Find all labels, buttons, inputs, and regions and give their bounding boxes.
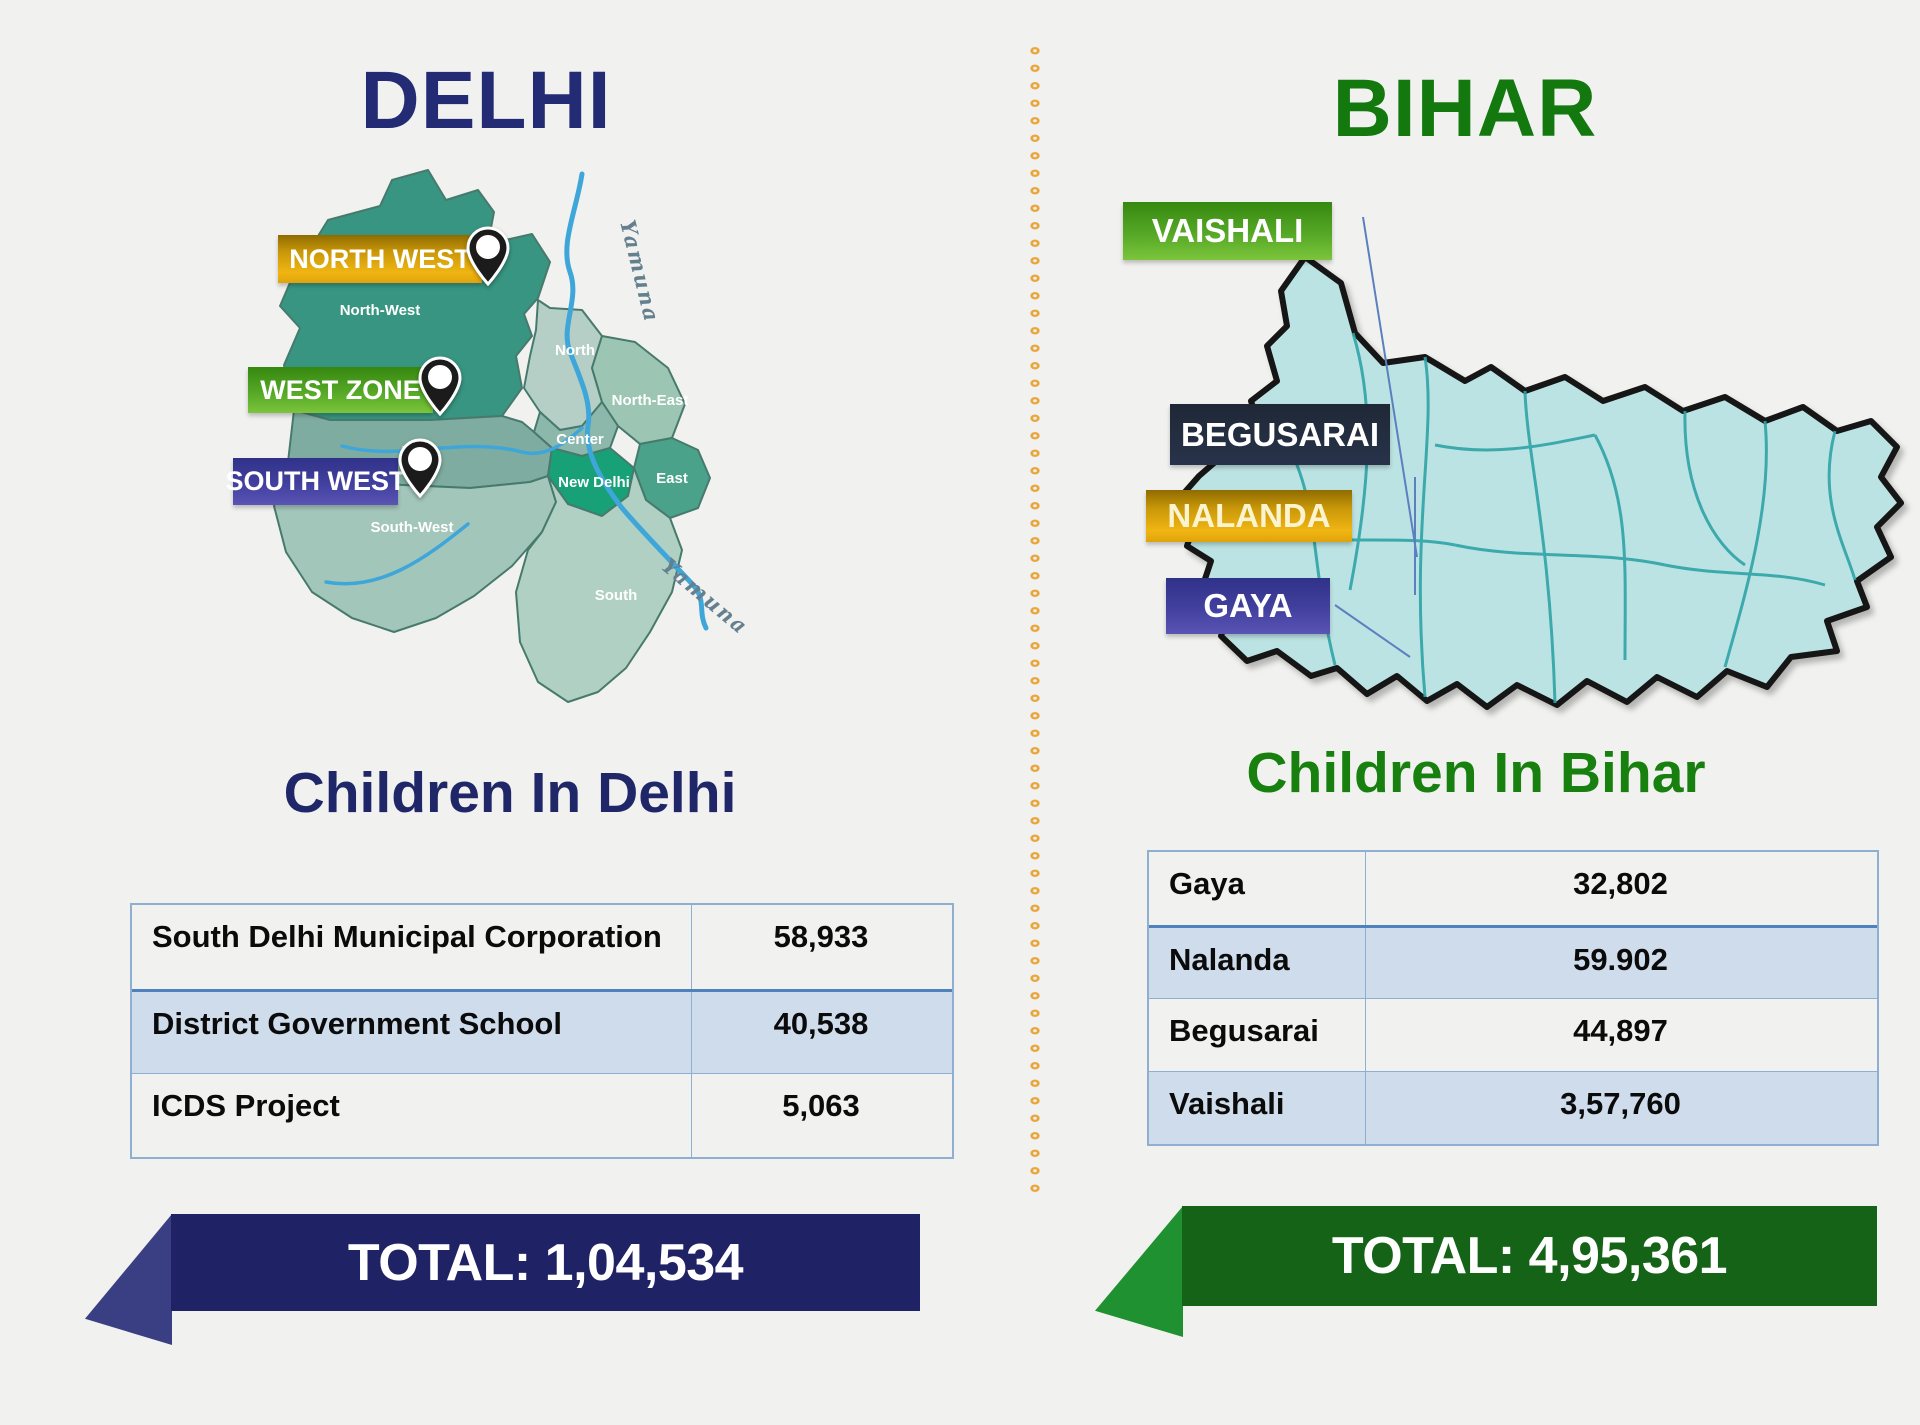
bihar-outline	[1174, 254, 1904, 710]
callout-gaya-label: GAYA	[1203, 587, 1293, 624]
table-row: Begusarai 44,897	[1149, 998, 1877, 1071]
table-row: Gaya 32,802	[1149, 852, 1877, 925]
river-label-top: Yamuna	[615, 217, 665, 325]
callout-begusarai-label: BEGUSARAI	[1180, 415, 1380, 453]
zone-center-shape	[533, 401, 619, 457]
map-pin-icon	[398, 438, 442, 498]
map-pin-icon	[466, 226, 510, 286]
zone-label-south: South	[595, 587, 638, 604]
callout-begusarai: BEGUSARAI	[1170, 404, 1390, 465]
row-value: 59.902	[1573, 942, 1668, 977]
callout-north-west-label: NORTH WEST	[289, 243, 471, 274]
bihar-heading: Children In Bihar	[1246, 741, 1706, 805]
zone-label-center: Center	[556, 431, 604, 448]
row-value: 32,802	[1573, 866, 1668, 901]
delhi-map: Yamuna Yamuna North-West North North-Eas…	[273, 169, 750, 703]
map-pin-icon	[418, 356, 462, 416]
delhi-total-banner: TOTAL: 1,04,534	[171, 1214, 920, 1311]
yamuna-river	[324, 171, 709, 631]
row-value: 58,933	[773, 919, 869, 954]
row-value: 3,57,760	[1560, 1086, 1681, 1121]
bihar-table: Gaya 32,802 Nalanda 59.902 Begusarai 44,…	[1147, 850, 1879, 1146]
callout-south-west-label: SOUTH WEST	[225, 466, 406, 496]
row-label: Gaya	[1149, 852, 1366, 925]
zone-label-new-delhi: New Delhi	[558, 474, 630, 491]
table-row: Vaishali 3,57,760	[1149, 1071, 1877, 1144]
callout-gaya: GAYA	[1166, 578, 1330, 634]
callout-west-zone-label: WEST ZONE	[260, 374, 421, 405]
callout-nalanda-label: NALANDA	[1167, 497, 1331, 534]
dotted-divider	[1027, 42, 1043, 1192]
delhi-total-text: TOTAL: 1,04,534	[347, 1233, 744, 1292]
delhi-title: DELHI	[360, 55, 612, 146]
bihar-title: BIHAR	[1332, 63, 1598, 154]
bihar-total-banner: TOTAL: 4,95,361	[1182, 1206, 1877, 1306]
row-label: Begusarai	[1149, 999, 1366, 1071]
row-value: 40,538	[773, 1006, 869, 1041]
row-value: 5,063	[782, 1088, 860, 1123]
callout-south-west: SOUTH WEST	[226, 458, 406, 505]
callout-west-zone: WEST ZONE	[248, 367, 433, 413]
row-label: South Delhi Municipal Corporation	[132, 905, 692, 989]
zone-label-north-east: North-East	[612, 392, 689, 409]
table-row: ICDS Project 5,063	[132, 1073, 952, 1157]
callout-north-west: NORTH WEST	[278, 235, 482, 283]
delhi-heading: Children In Delhi	[283, 761, 737, 825]
table-row: Nalanda 59.902	[1149, 925, 1877, 998]
bihar-total-text: TOTAL: 4,95,361	[1331, 1227, 1728, 1285]
row-label: ICDS Project	[132, 1074, 692, 1157]
row-label: Nalanda	[1149, 928, 1366, 998]
table-row: District Government School 40,538	[132, 989, 952, 1073]
leader-lines	[1334, 216, 1418, 658]
zone-label-south-west: South-West	[370, 519, 453, 536]
delhi-total-ribbon-fold	[85, 1214, 172, 1345]
zone-label-east: East	[656, 470, 688, 487]
bihar-total-ribbon-fold	[1095, 1206, 1183, 1337]
table-row: South Delhi Municipal Corporation 58,933	[132, 905, 952, 989]
row-value: 44,897	[1573, 1013, 1668, 1048]
delhi-table: South Delhi Municipal Corporation 58,933…	[130, 903, 954, 1159]
row-label: District Government School	[132, 992, 692, 1073]
zone-label-north-west: North-West	[340, 302, 421, 319]
callout-vaishali-label: VAISHALI	[1151, 212, 1304, 249]
callout-nalanda: NALANDA	[1146, 490, 1352, 542]
callout-vaishali: VAISHALI	[1123, 202, 1332, 260]
zone-label-north: North	[555, 342, 595, 359]
row-label: Vaishali	[1149, 1072, 1366, 1144]
